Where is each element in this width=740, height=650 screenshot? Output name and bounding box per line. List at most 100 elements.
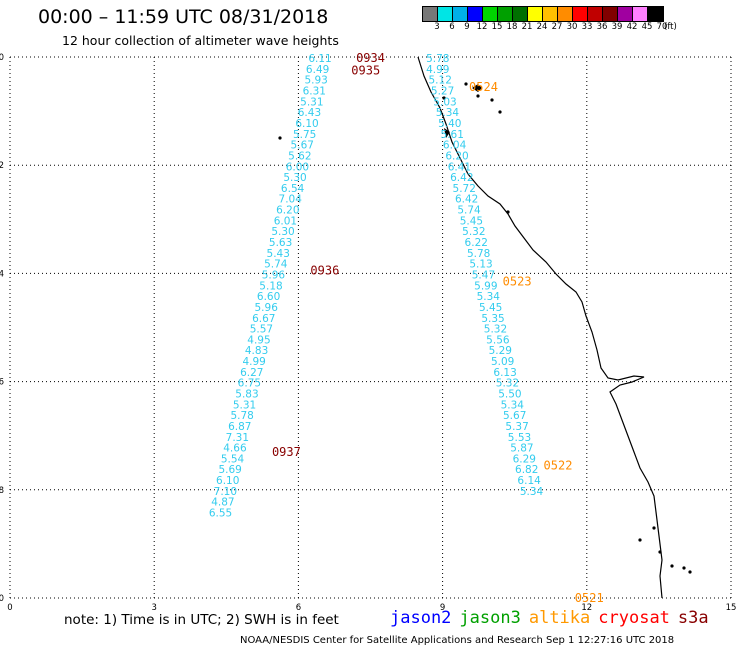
wave-height-label: 5.72	[453, 183, 476, 195]
wave-height-label: 6.14	[517, 475, 541, 487]
wave-height-label: 5.53	[508, 432, 531, 444]
wave-height-label: 5.78	[426, 53, 449, 65]
pass-time-label: 0522	[544, 458, 573, 472]
legend-jason2: jason2	[390, 608, 452, 628]
color-swatch	[453, 7, 468, 21]
wave-height-label: 5.31	[233, 399, 256, 411]
wave-height-label: 5.45	[460, 215, 483, 227]
map-grid	[9, 56, 732, 599]
wave-height-label: 6.00	[286, 161, 309, 173]
wave-height-label: 6.10	[216, 475, 239, 487]
pass-time-label: 0937	[272, 445, 301, 459]
wave-height-label: 5.87	[510, 443, 533, 455]
wave-height-label: 5.45	[479, 302, 502, 314]
color-scale-tick: 33	[581, 22, 593, 32]
y-tick-label: -8	[0, 486, 4, 496]
wave-height-label: 4.87	[211, 497, 234, 509]
track-altika: 5.784.995.125.275.035.345.405.616.046.20…	[426, 53, 604, 605]
color-scale-tick: 15	[491, 22, 503, 32]
credit-line: NOAA/NESDIS Center for Satellite Applica…	[240, 635, 675, 646]
wave-height-label: 5.57	[250, 324, 273, 336]
island-shape	[658, 550, 662, 554]
map-title: 00:00 – 11:59 UTC 08/31/2018	[38, 6, 329, 28]
color-swatch	[528, 7, 543, 21]
wave-height-label: 6.22	[465, 237, 488, 249]
color-swatch	[438, 7, 453, 21]
island-shape	[638, 538, 642, 542]
color-swatch	[633, 7, 648, 21]
coastline	[278, 56, 692, 599]
color-swatch	[588, 7, 603, 21]
y-tick-label: -2	[0, 161, 4, 171]
wave-height-label: 5.40	[438, 118, 461, 130]
wave-height-label: 6.87	[228, 421, 251, 433]
island-shape	[682, 566, 686, 570]
wave-height-label: 5.30	[271, 226, 294, 238]
wave-height-label: 5.27	[431, 86, 454, 98]
legend-altika: altika	[528, 608, 591, 628]
wave-height-label: 6.31	[303, 86, 326, 98]
wave-height-label: 6.10	[295, 118, 318, 130]
wave-height-label: 5.37	[505, 421, 528, 433]
footer-note: note: 1) Time is in UTC; 2) SWH is in fe…	[64, 612, 339, 628]
color-swatch	[558, 7, 573, 21]
color-scale-tick: 21	[521, 22, 533, 32]
wave-height-label: 7.10	[214, 486, 237, 498]
wave-height-label: 7.31	[226, 432, 249, 444]
wave-height-label: 6.42	[455, 194, 478, 206]
wave-height-label: 5.34	[501, 399, 525, 411]
pass-time-label: 0935	[351, 64, 380, 78]
x-tick-label: 0	[7, 603, 12, 610]
wave-height-label: 5.31	[300, 96, 323, 108]
y-tick-label: -6	[0, 378, 4, 388]
color-swatch	[603, 7, 618, 21]
wave-height-label: 5.13	[469, 259, 492, 271]
pass-time-label: 0524	[469, 80, 498, 94]
color-scale-tick: 36	[596, 22, 608, 32]
wave-height-label: 5.30	[283, 172, 306, 184]
color-scale-tick: 45	[641, 22, 653, 32]
wave-height-label: 6.29	[513, 453, 536, 465]
island-shape	[442, 96, 446, 100]
legend-cryosat: cryosat	[598, 608, 670, 628]
wave-height-label: 4.99	[242, 356, 265, 368]
color-swatch	[648, 7, 663, 21]
color-scale-tick: 30	[566, 22, 578, 32]
color-swatch	[573, 7, 588, 21]
wave-height-label: 5.32	[496, 378, 519, 390]
wave-height-label: 4.99	[426, 64, 449, 76]
color-scale-tick: 6	[449, 22, 455, 32]
wave-height-label: 6.82	[515, 464, 538, 476]
wave-height-label: 5.03	[433, 96, 456, 108]
wave-height-label: 5.34	[436, 107, 460, 119]
wave-height-label: 6.43	[298, 107, 321, 119]
wave-height-label: 4.83	[245, 345, 268, 357]
wave-height-label: 6.20	[276, 205, 299, 217]
wave-height-label: 5.47	[472, 269, 495, 281]
wave-height-label: 5.29	[489, 345, 512, 357]
wave-height-label: 5.12	[429, 75, 452, 87]
wave-height-label: 5.67	[503, 410, 526, 422]
wave-height-label: 6.67	[252, 313, 275, 325]
x-tick-label: 12	[581, 603, 592, 610]
wave-height-label: 6.27	[240, 367, 263, 379]
wave-height-label: 5.54	[221, 453, 245, 465]
color-swatch	[543, 7, 558, 21]
wave-height-label: 5.78	[230, 410, 253, 422]
color-swatch	[423, 7, 438, 21]
wave-height-label: 5.93	[304, 75, 327, 87]
island-shape	[688, 570, 692, 574]
x-tick-label: 9	[440, 603, 445, 610]
wave-height-label: 5.62	[288, 150, 311, 162]
wave-height-label: 6.04	[443, 140, 467, 152]
island-shape	[490, 98, 494, 102]
color-scale-tick: 42	[626, 22, 638, 32]
wave-height-label: 6.01	[274, 215, 297, 227]
y-tick-label: -4	[0, 269, 4, 279]
satellite-legend: jason2 jason3 altika cryosat s3a	[390, 608, 717, 628]
wave-height-label: 5.99	[474, 280, 497, 292]
color-swatch	[468, 7, 483, 21]
color-scale-bar	[422, 6, 664, 22]
island-shape	[472, 84, 482, 92]
color-scale-tick: 3	[434, 22, 440, 32]
